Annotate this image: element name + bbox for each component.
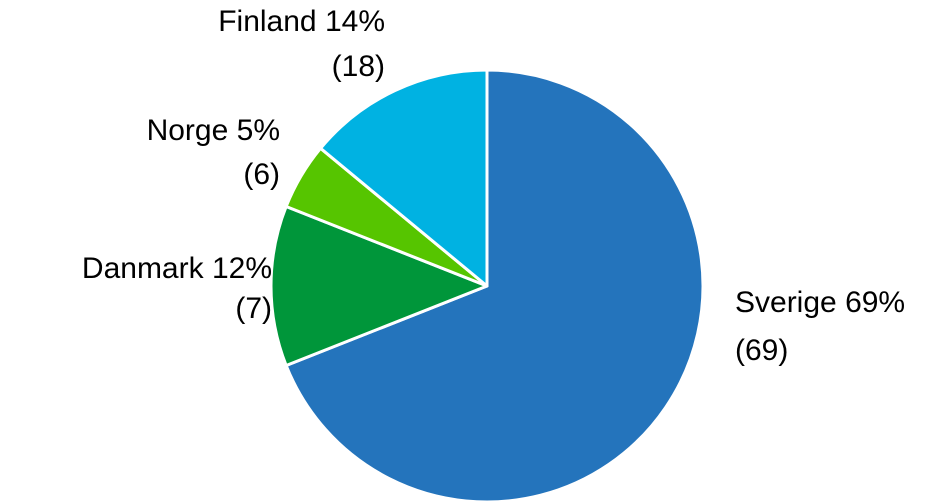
slice-label: Sverige 69% <box>735 286 905 319</box>
percent-label: 14% <box>325 5 385 38</box>
category-name: Finland <box>218 5 316 38</box>
category-name: Norge <box>147 114 229 147</box>
count-label: (18) <box>332 50 385 83</box>
slice-label: Danmark 12% <box>82 252 272 285</box>
pie-slice <box>284 68 705 501</box>
percent-label: 5% <box>237 114 280 147</box>
pie-slice <box>269 204 489 368</box>
slice-label: Finland 14% <box>218 5 385 38</box>
count-label: (69) <box>735 334 788 367</box>
count-label: (6) <box>243 158 280 191</box>
percent-label: 12% <box>212 252 272 285</box>
percent-label: 69% <box>845 286 905 319</box>
count-label: (7) <box>235 292 272 325</box>
pie-slice <box>319 68 489 288</box>
slice-label: Norge 5% <box>147 114 280 147</box>
category-name: Sverige <box>735 286 837 319</box>
category-name: Danmark <box>82 252 205 285</box>
